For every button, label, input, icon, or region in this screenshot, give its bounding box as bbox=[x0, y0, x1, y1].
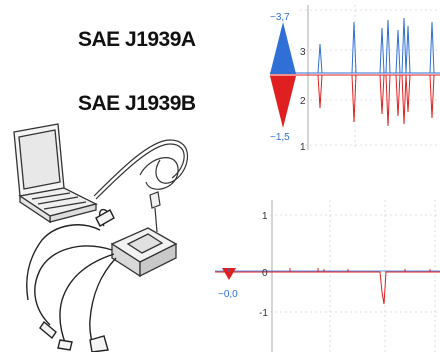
can-low-trace bbox=[310, 74, 440, 127]
diagnostic-leads-illustration bbox=[26, 208, 117, 352]
top-tick-1: 1 bbox=[300, 142, 306, 153]
top-tick-3: 3 bbox=[300, 47, 306, 58]
can-high-trace bbox=[310, 17, 440, 74]
bottom-tick-0: 0 bbox=[262, 268, 268, 279]
marker-high-label: ~3,7 bbox=[270, 12, 290, 23]
sae-j1939b-label: SAE J1939B bbox=[78, 92, 196, 115]
difference-trace bbox=[215, 271, 440, 305]
top-tick-2: 2 bbox=[300, 96, 306, 107]
marker-high-triangle bbox=[270, 22, 296, 74]
marker-low-label: ~1,5 bbox=[270, 132, 290, 143]
marker-low-triangle bbox=[270, 76, 296, 128]
bottom-tick-1: 1 bbox=[262, 211, 268, 222]
zero-marker-label: ~0,0 bbox=[218, 289, 238, 300]
sae-j1939a-label: SAE J1939A bbox=[78, 28, 196, 51]
top-scope: ~3,7 ~1,5 3 2 1 bbox=[270, 5, 440, 153]
bottom-tick-minus1: -1 bbox=[259, 308, 268, 319]
laptop-illustration bbox=[13, 123, 98, 224]
zero-marker-triangle bbox=[222, 268, 236, 280]
bottom-scope: ~0,0 1 0 -1 bbox=[215, 200, 440, 352]
cable-illustration bbox=[93, 139, 188, 233]
adapter-box-illustration bbox=[110, 227, 178, 278]
